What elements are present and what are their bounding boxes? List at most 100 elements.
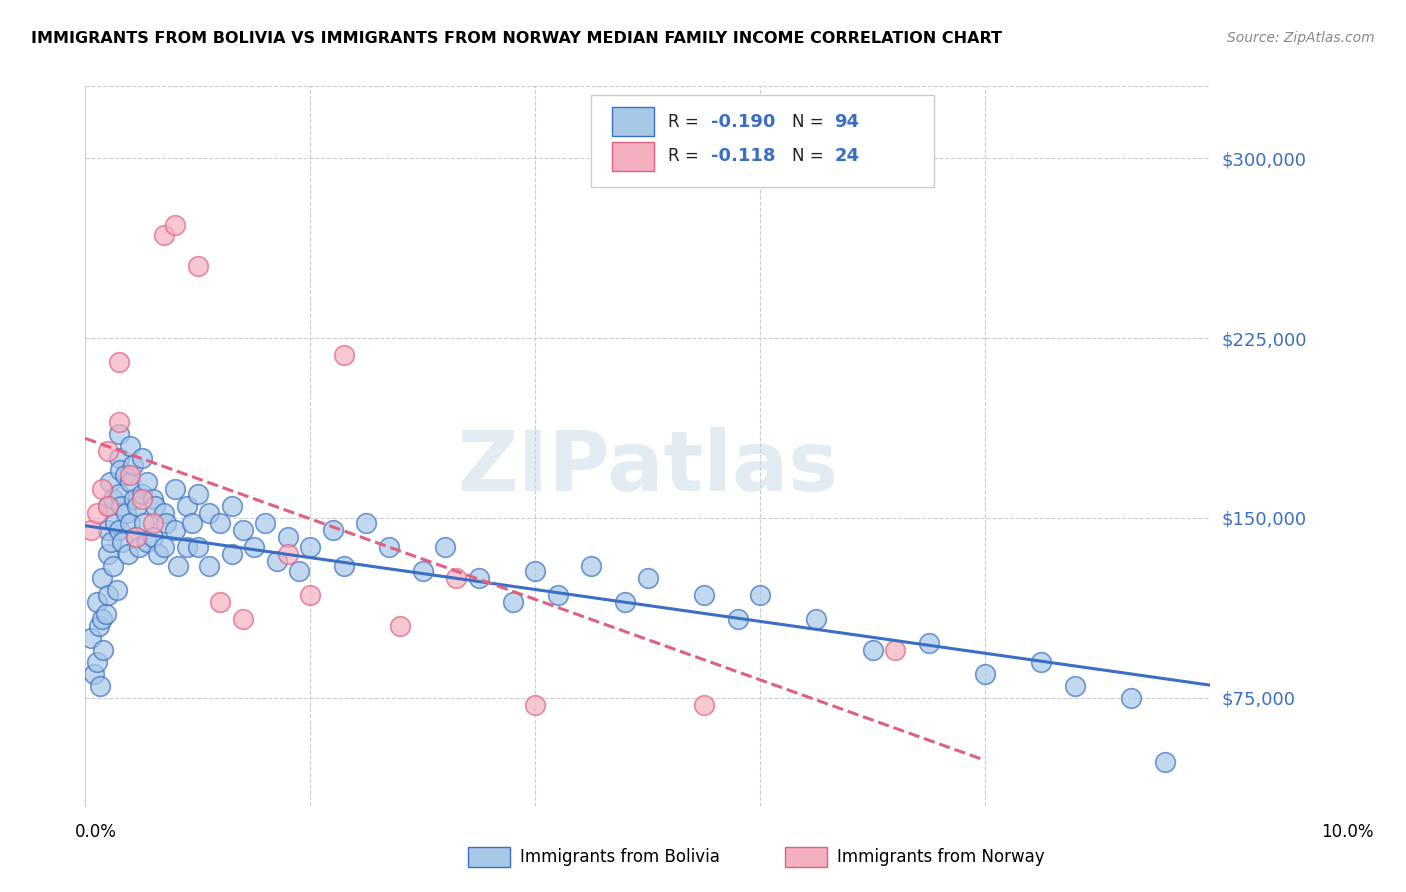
Point	[884, 642, 907, 657]
Point	[412, 564, 434, 578]
Point	[198, 558, 221, 573]
Point	[254, 516, 277, 530]
Point	[468, 571, 491, 585]
Point	[91, 612, 114, 626]
Point	[114, 506, 136, 520]
Point	[165, 523, 187, 537]
Point	[277, 547, 299, 561]
Point	[187, 540, 209, 554]
Point	[108, 427, 131, 442]
Point	[120, 467, 142, 482]
Point	[97, 499, 120, 513]
Point	[89, 679, 111, 693]
Point	[1121, 690, 1143, 705]
Point	[322, 523, 344, 537]
Text: IMMIGRANTS FROM BOLIVIA VS IMMIGRANTS FROM NORWAY MEDIAN FAMILY INCOME CORRELATI: IMMIGRANTS FROM BOLIVIA VS IMMIGRANTS FR…	[31, 31, 1002, 46]
Point	[524, 698, 547, 712]
Point	[176, 499, 198, 513]
Point	[108, 415, 131, 429]
Point	[142, 530, 165, 544]
Point	[446, 571, 468, 585]
Point	[131, 491, 153, 506]
Text: ZIPatlas: ZIPatlas	[457, 427, 838, 508]
Point	[153, 540, 176, 554]
Point	[378, 540, 401, 554]
Point	[125, 499, 148, 513]
Point	[110, 499, 132, 513]
Point	[232, 523, 254, 537]
Point	[97, 547, 120, 561]
Point	[94, 607, 117, 621]
Point	[181, 516, 204, 530]
Point	[288, 564, 311, 578]
Point	[83, 666, 105, 681]
Point	[120, 516, 142, 530]
Point	[80, 523, 103, 537]
Point	[97, 588, 120, 602]
Point	[176, 540, 198, 554]
Point	[187, 259, 209, 273]
Y-axis label: Median Family Income: Median Family Income	[0, 353, 8, 539]
Point	[547, 588, 569, 602]
Point	[86, 506, 108, 520]
Point	[637, 571, 659, 585]
Text: Source: ZipAtlas.com: Source: ZipAtlas.com	[1227, 31, 1375, 45]
Point	[108, 523, 131, 537]
Point	[86, 655, 108, 669]
Point	[105, 582, 128, 597]
Point	[165, 482, 187, 496]
FancyBboxPatch shape	[612, 142, 654, 170]
Text: -0.118: -0.118	[710, 147, 775, 165]
Point	[266, 554, 288, 568]
Point	[806, 612, 828, 626]
Point	[86, 595, 108, 609]
Point	[114, 467, 136, 482]
Point	[142, 516, 165, 530]
Point	[108, 355, 131, 369]
Point	[502, 595, 524, 609]
Point	[108, 487, 131, 501]
Point	[434, 540, 457, 554]
Text: -0.190: -0.190	[710, 112, 775, 130]
Point	[120, 439, 142, 453]
Point	[108, 463, 131, 477]
Text: 24: 24	[834, 147, 859, 165]
Point	[132, 516, 155, 530]
Point	[333, 348, 356, 362]
Point	[125, 530, 148, 544]
Point	[153, 506, 176, 520]
Point	[862, 642, 884, 657]
Point	[166, 558, 188, 573]
Point	[98, 475, 121, 489]
Point	[693, 588, 716, 602]
FancyBboxPatch shape	[468, 847, 510, 867]
Point	[136, 475, 159, 489]
Point	[198, 506, 221, 520]
Point	[974, 666, 997, 681]
Text: Immigrants from Norway: Immigrants from Norway	[837, 848, 1045, 866]
Point	[121, 458, 143, 473]
Point	[117, 547, 139, 561]
Point	[91, 482, 114, 496]
Point	[108, 450, 131, 465]
FancyBboxPatch shape	[785, 847, 827, 867]
Point	[131, 450, 153, 465]
Point	[727, 612, 749, 626]
Point	[299, 588, 322, 602]
Point	[1064, 679, 1087, 693]
Point	[142, 491, 165, 506]
Point	[97, 523, 120, 537]
Text: 94: 94	[834, 112, 859, 130]
Point	[918, 635, 941, 649]
Point	[100, 535, 122, 549]
Point	[97, 499, 120, 513]
Point	[97, 443, 120, 458]
Point	[143, 499, 166, 513]
Point	[277, 530, 299, 544]
Point	[136, 535, 159, 549]
Point	[209, 516, 232, 530]
Text: N =: N =	[792, 147, 828, 165]
Point	[187, 487, 209, 501]
Point	[1031, 655, 1053, 669]
Point	[103, 516, 125, 530]
